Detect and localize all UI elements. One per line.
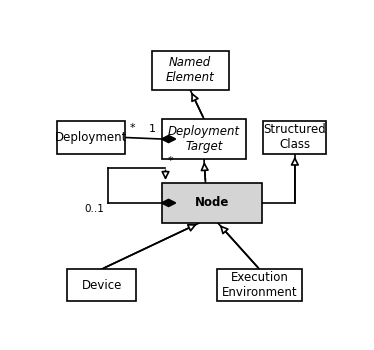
- Text: 1: 1: [149, 124, 156, 134]
- Text: *: *: [168, 156, 174, 166]
- Text: Execution
Environment: Execution Environment: [222, 271, 297, 299]
- Bar: [263, 121, 327, 154]
- Text: Deployment: Deployment: [55, 131, 127, 144]
- Bar: [67, 269, 136, 301]
- Bar: [217, 269, 302, 301]
- Text: 0..1: 0..1: [85, 204, 105, 215]
- Bar: [57, 121, 125, 154]
- Bar: [162, 119, 246, 159]
- Text: Deployment
Target: Deployment Target: [168, 125, 240, 153]
- Text: Named
Element: Named Element: [166, 56, 215, 84]
- Bar: [151, 51, 229, 90]
- Polygon shape: [162, 199, 175, 206]
- Polygon shape: [162, 135, 175, 142]
- Bar: [162, 183, 262, 223]
- Text: Structured
Class: Structured Class: [263, 124, 326, 152]
- Text: *: *: [129, 123, 135, 133]
- Text: Device: Device: [82, 279, 122, 292]
- Text: Node: Node: [194, 196, 229, 209]
